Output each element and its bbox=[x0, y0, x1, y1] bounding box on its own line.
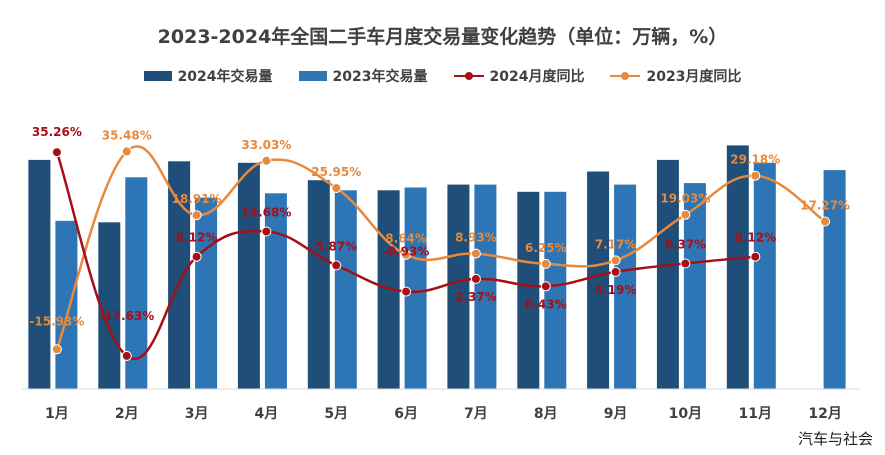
data-label-2023-yoy: 6.25% bbox=[525, 241, 567, 255]
legend-label-2023-yoy: 2023月度同比 bbox=[646, 69, 742, 85]
point-2023-yoy-12 bbox=[820, 216, 831, 227]
data-label-2024-yoy: 6.37% bbox=[665, 238, 707, 252]
data-label-2023-yoy: 25.95% bbox=[311, 165, 361, 179]
bar-2023-11 bbox=[753, 162, 776, 389]
data-label-2024-yoy: 8.12% bbox=[176, 231, 218, 245]
x-tick-label: 11月 bbox=[739, 406, 772, 422]
data-label-2024-yoy: -17.63% bbox=[99, 309, 154, 323]
point-2024-yoy-5 bbox=[331, 260, 342, 271]
x-tick-label: 10月 bbox=[669, 406, 702, 422]
point-2024-yoy-10 bbox=[680, 258, 691, 269]
bar-2023-1 bbox=[55, 220, 78, 389]
point-2024-yoy-8 bbox=[540, 281, 551, 292]
x-tick-label: 8月 bbox=[534, 406, 558, 422]
chart-legend: 2024年交易量 2023年交易量 2024月度同比 2023月度同比 bbox=[0, 66, 885, 86]
bar-2023-5 bbox=[334, 190, 357, 389]
data-label-2024-yoy: 4.19% bbox=[595, 283, 637, 297]
point-2023-yoy-9 bbox=[610, 255, 621, 266]
legend-item-2023-yoy: 2023月度同比 bbox=[610, 66, 741, 86]
bar-2024-3 bbox=[168, 161, 191, 389]
legend-label-2024-volume: 2024年交易量 bbox=[177, 69, 273, 85]
legend-label-2023-volume: 2023年交易量 bbox=[332, 69, 428, 85]
bar-2023-4 bbox=[264, 193, 287, 390]
bar-2024-4 bbox=[237, 162, 260, 389]
bar-2024-9 bbox=[587, 171, 610, 389]
bar-2023-2 bbox=[125, 177, 148, 389]
data-label-2023-yoy: 7.17% bbox=[595, 237, 637, 251]
legend-swatch-2023-volume bbox=[298, 71, 327, 81]
bar-2024-1 bbox=[28, 159, 51, 389]
x-tick-label: 9月 bbox=[604, 406, 628, 422]
point-2024-yoy-11 bbox=[750, 251, 761, 262]
bar-2024-11 bbox=[726, 145, 749, 389]
point-2024-yoy-3 bbox=[191, 251, 202, 262]
point-2024-yoy-2 bbox=[121, 350, 132, 361]
bar-2023-6 bbox=[404, 187, 427, 389]
data-label-2023-yoy: 18.91% bbox=[172, 192, 222, 206]
point-2023-yoy-11 bbox=[750, 170, 761, 181]
data-label-2024-yoy: 2.37% bbox=[455, 290, 497, 304]
legend-swatch-2023-yoy bbox=[610, 70, 641, 82]
x-tick-label: 5月 bbox=[324, 406, 348, 422]
data-label-2023-yoy: 29.18% bbox=[730, 153, 780, 167]
point-2024-yoy-9 bbox=[610, 266, 621, 277]
data-label-2023-yoy: 17.27% bbox=[800, 199, 850, 213]
legend-swatch-2024-yoy bbox=[453, 70, 484, 82]
point-2023-yoy-8 bbox=[540, 258, 551, 269]
bar-2024-8 bbox=[517, 191, 540, 389]
data-label-2024-yoy: 0.43% bbox=[525, 297, 567, 311]
data-label-2023-yoy: -15.93% bbox=[29, 314, 84, 328]
bar-2023-9 bbox=[614, 184, 637, 389]
point-2024-yoy-1 bbox=[51, 147, 62, 158]
x-tick-label: 2月 bbox=[115, 406, 139, 422]
data-label-2024-yoy: 8.12% bbox=[734, 231, 776, 245]
bar-2023-12 bbox=[823, 170, 846, 389]
data-label-2024-yoy: 5.87% bbox=[315, 239, 357, 253]
legend-label-2024-yoy: 2024月度同比 bbox=[489, 69, 585, 85]
x-tick-label: 7月 bbox=[464, 406, 488, 422]
bar-2023-8 bbox=[544, 191, 567, 389]
legend-item-2024-yoy: 2024月度同比 bbox=[453, 66, 585, 86]
bar-2023-10 bbox=[683, 183, 706, 389]
legend-item-2024-volume: 2024年交易量 bbox=[143, 66, 273, 86]
watermark: 汽车与社会 bbox=[797, 430, 873, 448]
data-label-2023-yoy: 8.93% bbox=[455, 231, 497, 245]
legend-item-2023-volume: 2023年交易量 bbox=[298, 66, 428, 86]
point-2023-yoy-1 bbox=[51, 344, 62, 355]
point-2023-yoy-4 bbox=[261, 155, 272, 166]
data-label-2024-yoy: 14.68% bbox=[241, 206, 291, 220]
x-tick-label: 4月 bbox=[255, 406, 279, 422]
line-2024-yoy bbox=[55, 151, 756, 360]
bar-2024-2 bbox=[98, 222, 121, 390]
data-label-2023-yoy: 8.64% bbox=[385, 232, 427, 246]
point-2023-yoy-5 bbox=[331, 183, 342, 194]
bar-2023-3 bbox=[195, 197, 218, 389]
bar-2023-7 bbox=[474, 184, 497, 389]
x-tick-label: 12月 bbox=[808, 406, 841, 422]
bar-2024-10 bbox=[656, 159, 679, 389]
data-label-2023-yoy: 19.03% bbox=[660, 192, 710, 206]
point-2024-yoy-7 bbox=[470, 273, 481, 284]
point-2024-yoy-6 bbox=[401, 286, 412, 297]
x-tick-label: 1月 bbox=[45, 406, 69, 422]
bar-2024-5 bbox=[307, 180, 330, 389]
x-tick-label: 6月 bbox=[394, 406, 418, 422]
bar-2024-7 bbox=[447, 184, 470, 389]
point-2023-yoy-10 bbox=[680, 209, 691, 220]
point-2023-yoy-2 bbox=[121, 146, 132, 157]
point-2024-yoy-4 bbox=[261, 226, 272, 237]
legend-swatch-2024-volume bbox=[143, 71, 172, 81]
point-2023-yoy-6 bbox=[401, 249, 412, 260]
data-label-2024-yoy: 35.26% bbox=[32, 125, 82, 139]
data-label-2023-yoy: 33.03% bbox=[241, 138, 291, 152]
point-2023-yoy-3 bbox=[191, 210, 202, 221]
point-2023-yoy-7 bbox=[470, 248, 481, 259]
data-label-2024-yoy: -0.93% bbox=[383, 245, 430, 259]
data-label-2023-yoy: 35.48% bbox=[102, 128, 152, 142]
chart-title: 2023-2024年全国二手车月度交易量变化趋势（单位：万辆，%） bbox=[157, 26, 728, 48]
x-tick-label: 3月 bbox=[185, 406, 209, 422]
